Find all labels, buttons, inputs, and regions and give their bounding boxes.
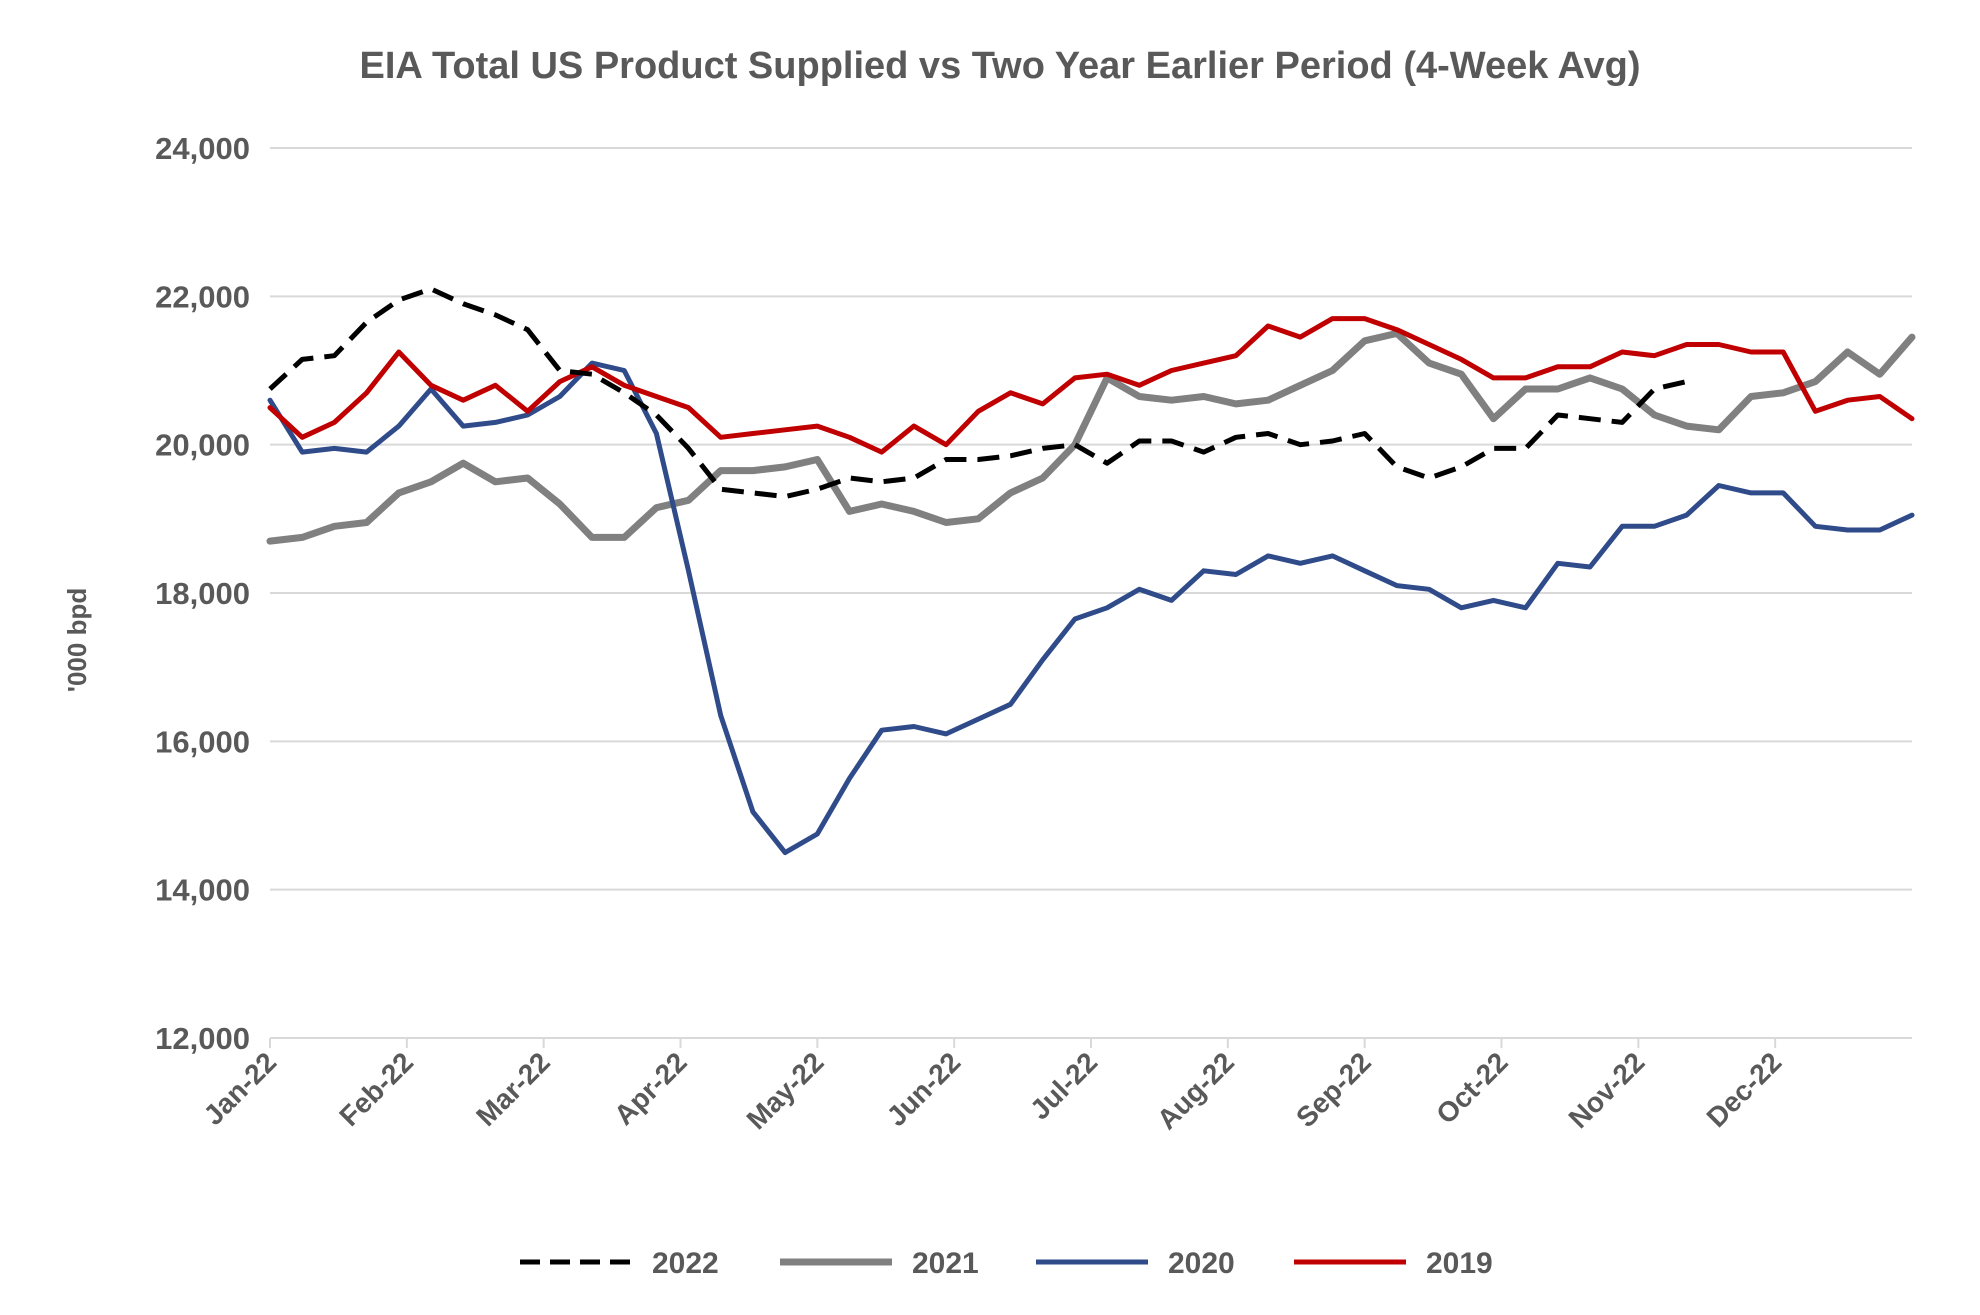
y-tick-label: 24,000 [155,131,250,166]
y-axis-ticks: 12,000 14,000 16,000 18,000 20,000 22,000 24,0… [155,131,250,1056]
series-line-2021 [266,329,1916,545]
y-tick-label: 12,000 [155,1021,250,1056]
x-tick-label: Mar-22 [470,1046,556,1132]
y-tick-label: 14,000 [155,873,250,908]
x-tick-label: Jul-22 [1024,1046,1103,1125]
y-axis-label: '000 bpd [62,588,92,692]
legend-label-2020: 2020 [1168,1247,1235,1280]
series-line-2019 [267,316,1915,455]
x-axis-ticks: Jan-22 Feb-22 Mar-22 Apr-22 May-22 Jun-22 Jul-… [198,1038,1788,1135]
y-tick-label: 22,000 [155,279,250,314]
x-tick-label: Oct-22 [1430,1046,1514,1130]
gridlines [270,147,1912,1039]
x-tick-label: Feb-22 [333,1046,419,1132]
x-tick-label: Apr-22 [608,1046,693,1131]
chart-title: EIA Total US Product Supplied vs Two Yea… [359,45,1640,87]
y-tick-label: 16,000 [155,724,250,759]
y-tick-label: 18,000 [155,576,250,611]
legend-label-2022: 2022 [652,1247,719,1280]
legend-label-2021: 2021 [912,1247,979,1280]
x-tick-label: Jun-22 [881,1046,967,1132]
legend: 2022 2021 2020 2019 [520,1247,1493,1280]
series-lines [266,286,1916,856]
x-tick-label: Aug-22 [1151,1046,1240,1135]
x-tick-label: Dec-22 [1701,1046,1788,1133]
y-tick-label: 20,000 [155,428,250,463]
x-tick-label: Sep-22 [1290,1046,1377,1133]
x-tick-label: Jan-22 [198,1046,283,1131]
series-line-2022 [268,286,1688,500]
x-tick-label: Nov-22 [1563,1046,1651,1134]
legend-label-2019: 2019 [1426,1247,1493,1280]
x-tick-label: May-22 [741,1046,830,1135]
series-line-2020 [267,360,1915,856]
